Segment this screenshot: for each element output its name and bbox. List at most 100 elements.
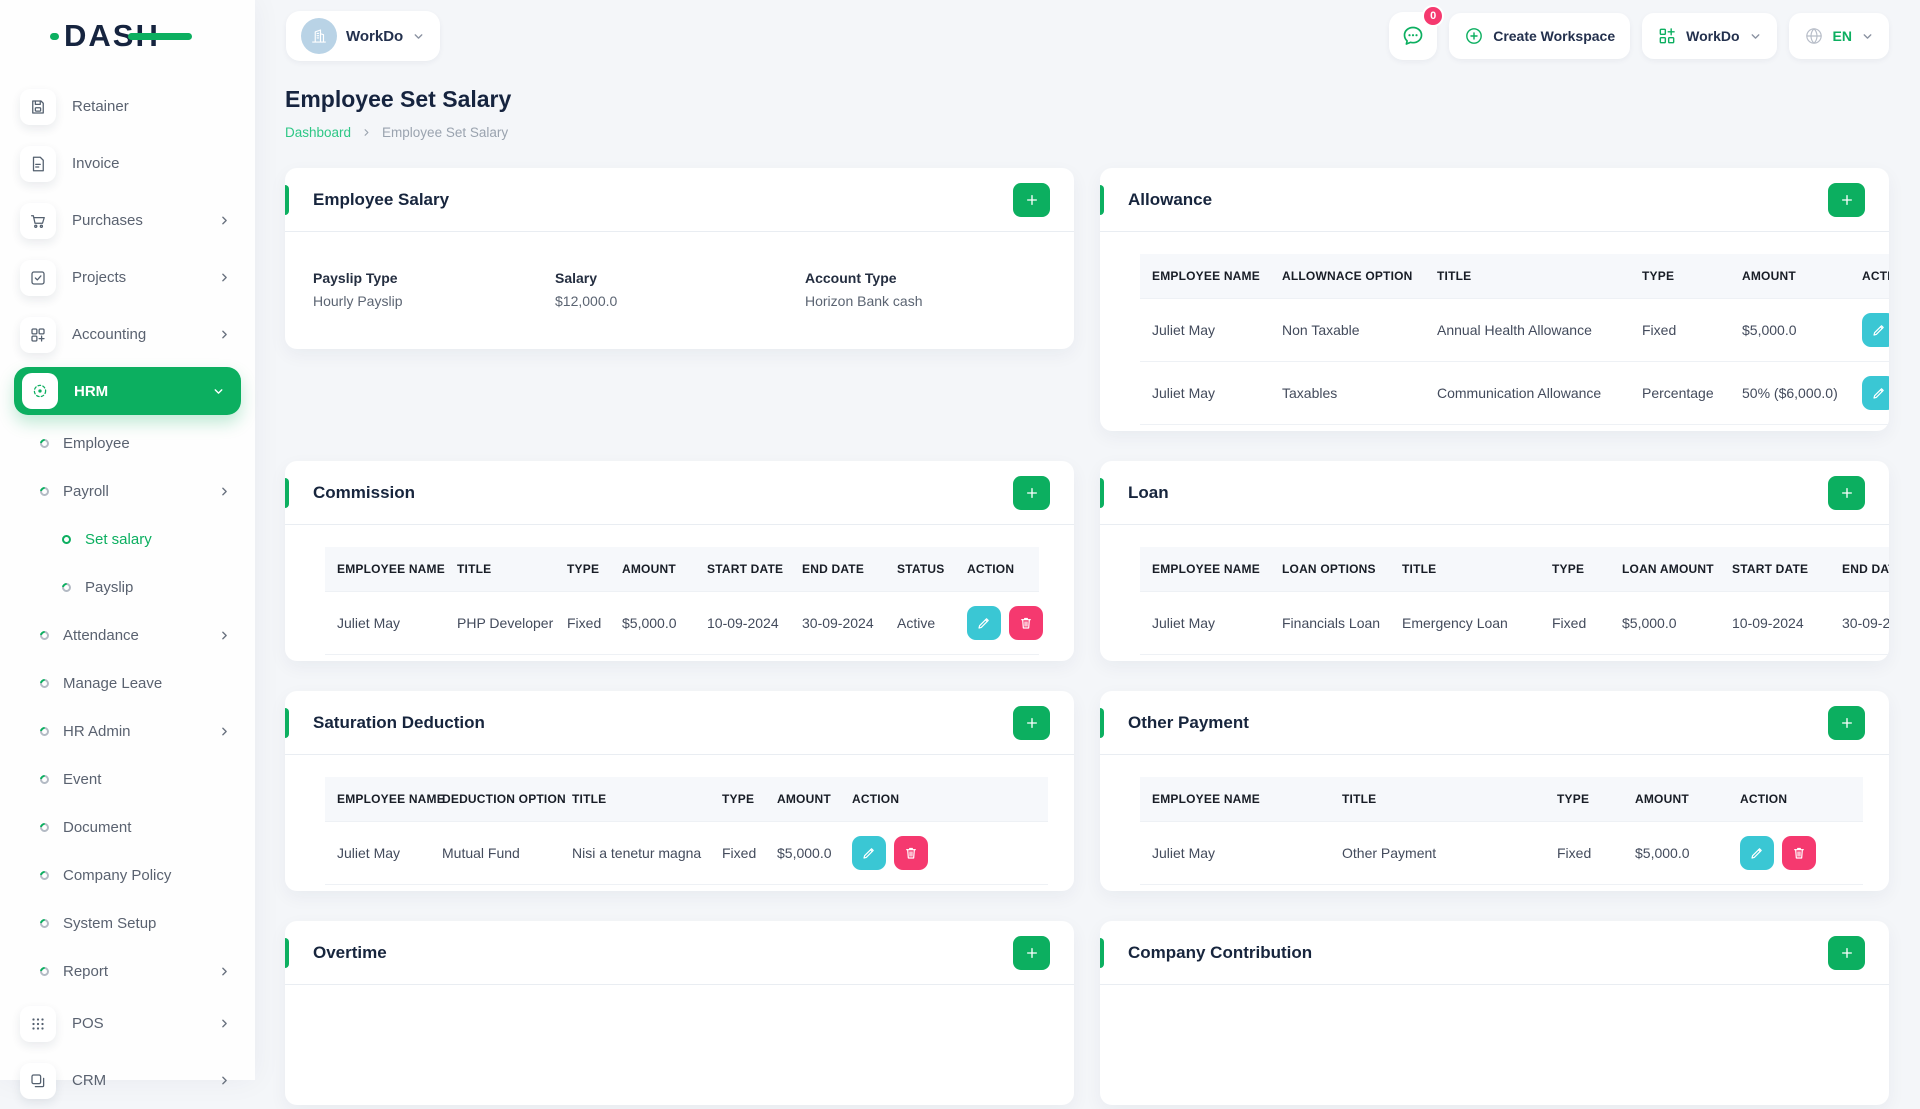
sidebar-item-system-setup[interactable]: System Setup [0,899,255,947]
pencil-icon [861,845,877,861]
overtime-card: Overtime [285,921,1074,1105]
other-payment-card-header: Other Payment [1100,691,1889,755]
add-loan-button[interactable] [1828,476,1865,510]
table-cell: Fixed [1545,822,1623,885]
edit-button[interactable] [1740,836,1774,870]
table-cell: Fixed [1630,299,1730,362]
language-selector[interactable]: EN [1789,13,1889,59]
bullet-icon [38,821,51,834]
sidebar-item-label: Company Policy [63,867,171,884]
column-header: ACTION [1850,254,1889,299]
edit-button[interactable] [967,606,1001,640]
table-cell: Mutual Fund [430,822,560,885]
chat-bubble-icon [1401,24,1425,48]
table-cell: Active [885,592,955,655]
table-cell: $5,000.0 [1623,822,1728,885]
sidebar-item-report[interactable]: Report [0,947,255,995]
column-header: TITLE [1330,777,1545,822]
allowance-card-header: Allowance [1100,168,1889,232]
edit-button[interactable] [1862,376,1889,410]
add-allowance-button[interactable] [1828,183,1865,217]
sidebar-item-accounting[interactable]: Accounting [0,306,255,363]
add-overtime-button[interactable] [1013,936,1050,970]
table-cell: Annual Health Allowance [1425,299,1630,362]
create-workspace-button[interactable]: Create Workspace [1449,13,1630,59]
sidebar-item-hr-admin[interactable]: HR Admin [0,707,255,755]
delete-button[interactable] [894,836,928,870]
field-value: $12,000.0 [555,293,805,309]
delete-button[interactable] [1782,836,1816,870]
header-actions: 0 Create Workspace WorkDo EN [1389,12,1889,60]
card-title: Overtime [313,943,387,963]
sidebar-item-purchases[interactable]: Purchases [0,192,255,249]
sidebar-item-label: HR Admin [63,723,131,740]
workspace-selector[interactable]: WorkDo [286,11,440,61]
sidebar-item-retainer[interactable]: Retainer [0,78,255,135]
sidebar-item-attendance[interactable]: Attendance [0,611,255,659]
pencil-icon [1871,385,1887,401]
pencil-icon [976,615,992,631]
plus-icon [1839,485,1855,501]
plus-circle-icon [1464,26,1484,46]
table-cell: Emergency Loan [1390,592,1540,655]
sidebar-item-payroll[interactable]: Payroll [0,467,255,515]
pos-icon [20,1006,56,1042]
invoice-icon [20,146,56,182]
sidebar-item-label: Retainer [72,98,129,115]
card-title: Company Contribution [1128,943,1312,963]
add-employee-salary-button[interactable] [1013,183,1050,217]
add-commission-button[interactable] [1013,476,1050,510]
crm-icon [20,1063,56,1099]
chevron-down-icon [1861,30,1874,43]
column-header: TITLE [1390,547,1540,592]
table-cell: Nisi a tenetur magna [560,822,710,885]
bullet-icon [38,773,51,786]
field-label: Account Type [805,270,1046,286]
card-title: Loan [1128,483,1169,503]
table-cell: 10-09-2024 [695,592,790,655]
sidebar-item-company-policy[interactable]: Company Policy [0,851,255,899]
table-cell: Financials Loan [1270,592,1390,655]
bullet-icon [38,869,51,882]
chevron-right-icon [218,328,231,341]
field-label: Salary [555,270,805,286]
dash-logo[interactable]: DASH [0,0,255,72]
sidebar-item-hrm[interactable]: HRM [14,367,241,415]
add-other-payment-button[interactable] [1828,706,1865,740]
sidebar-item-projects[interactable]: Projects [0,249,255,306]
breadcrumb-dashboard-link[interactable]: Dashboard [285,125,351,140]
edit-button[interactable] [852,836,886,870]
messages-button[interactable]: 0 [1389,12,1437,60]
row-actions [1850,362,1889,425]
table-cell: 30-09-2024 [790,592,885,655]
sidebar-item-manage-leave[interactable]: Manage Leave [0,659,255,707]
chevron-right-icon [218,485,231,498]
sidebar-item-employee[interactable]: Employee [0,419,255,467]
purchases-icon [20,203,56,239]
delete-button[interactable] [1009,606,1043,640]
bullet-icon [38,629,51,642]
workspace-name: WorkDo [346,28,403,45]
edit-button[interactable] [1862,313,1889,347]
bullet-icon [60,533,73,546]
sidebar-item-set-salary[interactable]: Set salary [0,515,255,563]
add-company-contribution-button[interactable] [1828,936,1865,970]
app-menu-button[interactable]: WorkDo [1642,13,1776,59]
sidebar-item-event[interactable]: Event [0,755,255,803]
table-cell: Fixed [555,592,610,655]
chevron-right-icon [218,725,231,738]
sidebar-item-document[interactable]: Document [0,803,255,851]
sidebar-item-crm[interactable]: CRM [0,1052,255,1109]
sidebar-item-label: System Setup [63,915,156,932]
sidebar-item-invoice[interactable]: Invoice [0,135,255,192]
sidebar-item-pos[interactable]: POS [0,995,255,1052]
table-cell: Juliet May [325,822,430,885]
add-saturation-deduction-button[interactable] [1013,706,1050,740]
sidebar-item-payslip[interactable]: Payslip [0,563,255,611]
